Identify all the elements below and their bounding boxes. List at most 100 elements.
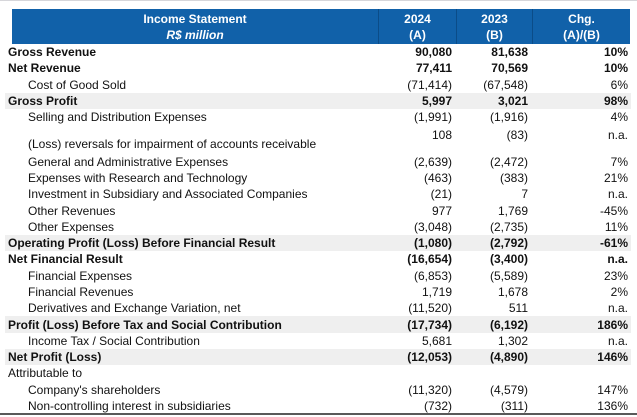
header-column-chg: Chg. (A)/(B) — [532, 9, 630, 44]
table-row: Other Revenues 977 1,769 -45% — [5, 202, 631, 218]
row-label: Derivatives and Exchange Variation, net — [28, 301, 241, 316]
value-chg: 4% — [610, 110, 628, 125]
value-2024: (1,991) — [413, 110, 452, 125]
row-label: Financial Revenues — [28, 285, 134, 299]
value-2024: 1,719 — [421, 285, 452, 299]
row-label: Gross Profit — [8, 94, 78, 109]
value-2023: 511 — [508, 301, 528, 316]
value-2023: 1,769 — [497, 203, 528, 218]
row-label: Company's shareholders — [28, 382, 161, 397]
table-row: (Loss) reversals for impairment of accou… — [5, 125, 631, 153]
row-label: Net Profit (Loss) — [8, 350, 102, 365]
table-header: Income Statement R$ million 2024 (A) 202… — [12, 9, 630, 44]
value-2024: (17,734) — [407, 317, 452, 332]
value-2023: 7 — [521, 187, 528, 202]
value-2024: (2,639) — [413, 154, 452, 169]
value-chg: -45% — [599, 203, 628, 218]
value-2023: (1,916) — [489, 110, 528, 125]
value-2024: 5,681 — [421, 333, 452, 348]
value-2023: (6,192) — [489, 317, 528, 332]
table-row: Attributable to — [5, 365, 631, 381]
value-chg: 11% — [604, 219, 628, 234]
value-2023: (2,735) — [489, 219, 528, 234]
row-label: Other Revenues — [28, 203, 116, 218]
table-row: Profit (Loss) Before Tax and Social Cont… — [5, 316, 631, 333]
value-chg: 147% — [597, 382, 628, 397]
value-chg: n.a. — [607, 252, 628, 267]
value-2023: (311) — [500, 399, 528, 414]
value-2024: 5,997 — [421, 94, 452, 109]
table-row: Selling and Distribution Expenses (1,991… — [5, 109, 631, 125]
value-2024: (11,520) — [408, 301, 452, 316]
value-2024: (6,853) — [413, 268, 452, 283]
table-row: Investment in Subsidiary and Associated … — [5, 186, 631, 202]
row-label: (Loss) reversals for impairment of accou… — [28, 137, 317, 152]
value-chg: 98% — [603, 94, 628, 109]
value-chg: n.a. — [607, 187, 628, 202]
value-2023: 3,021 — [497, 94, 528, 109]
value-2024: (1,080) — [413, 236, 452, 251]
value-2024: (16,654) — [407, 252, 452, 267]
value-2023: (2,792) — [489, 236, 528, 251]
table-body: Gross Revenue 90,080 81,638 10% Net Reve… — [0, 44, 637, 414]
table-row: Gross Profit 5,997 3,021 98% — [5, 92, 631, 110]
table-title: Income Statement — [143, 11, 247, 26]
value-2023: 1,678 — [497, 285, 528, 299]
table-row: Financial Revenues 1,719 1,678 2% — [5, 284, 631, 300]
row-label: Gross Revenue — [8, 45, 97, 60]
value-2024: 90,080 — [415, 45, 452, 60]
table-row: Net Profit (Loss) (12,053) (4,890) 146% — [5, 349, 631, 366]
table-subtitle: R$ million — [166, 27, 224, 42]
row-label: Investment in Subsidiary and Associated … — [28, 187, 308, 202]
table-row: Expenses with Research and Technology (4… — [5, 170, 631, 186]
value-2024: (21) — [430, 187, 452, 202]
value-chg: 10% — [603, 61, 628, 76]
value-2024: (71,414) — [407, 77, 452, 92]
row-label: Net Revenue — [8, 61, 81, 76]
value-2024: (732) — [423, 399, 452, 414]
row-label: Profit (Loss) Before Tax and Social Cont… — [8, 317, 282, 332]
value-chg: n.a. — [607, 301, 628, 316]
row-label: General and Administrative Expenses — [28, 154, 229, 169]
value-2024: 977 — [431, 203, 452, 218]
table-row: Other Expenses (3,048) (2,735) 11% — [5, 219, 631, 235]
bottom-divider — [0, 413, 637, 415]
table-row: General and Administrative Expenses (2,6… — [5, 153, 631, 169]
table-row: Derivatives and Exchange Variation, net … — [5, 300, 631, 316]
value-2023: (4,579) — [489, 382, 528, 397]
header-column-2023: 2023 (B) — [456, 9, 532, 44]
row-label: Operating Profit (Loss) Before Financial… — [8, 236, 276, 251]
value-chg: 23% — [603, 268, 628, 283]
table-row: Operating Profit (Loss) Before Financial… — [5, 234, 631, 252]
row-label: Other Expenses — [28, 219, 115, 234]
value-chg: n.a. — [607, 128, 628, 143]
header-column-2024: 2024 (A) — [378, 9, 456, 44]
top-divider — [0, 0, 637, 1]
value-2024: (463) — [423, 170, 452, 185]
value-chg: -61% — [599, 236, 628, 251]
value-chg: 21% — [603, 170, 628, 185]
column-chg-sub: (A)/(B) — [563, 27, 600, 42]
value-chg: 146% — [597, 350, 628, 365]
row-label: Net Financial Result — [8, 252, 123, 267]
column-chg: Chg. — [568, 11, 595, 26]
row-label: Cost of Good Sold — [28, 77, 127, 92]
value-chg: 186% — [597, 317, 628, 332]
value-chg: 7% — [610, 154, 628, 169]
value-2024: (3,048) — [413, 219, 452, 234]
table-row: Net Financial Result (16,654) (3,400) n.… — [5, 251, 631, 267]
value-2023: 70,569 — [491, 61, 528, 76]
table-row: Income Tax / Social Contribution 5,681 1… — [5, 333, 631, 349]
column-sub-b: (B) — [486, 27, 503, 42]
table-row: Net Revenue 77,411 70,569 10% — [5, 60, 631, 76]
table-row: Gross Revenue 90,080 81,638 10% — [5, 44, 631, 60]
value-2023: (383) — [499, 170, 528, 185]
value-chg: n.a. — [607, 333, 628, 348]
row-label: Expenses with Research and Technology — [28, 170, 248, 185]
row-label: Income Tax / Social Contribution — [28, 333, 200, 348]
value-2023: 1,302 — [497, 333, 528, 348]
table-row: Cost of Good Sold (71,414) (67,548) 6% — [5, 77, 631, 93]
value-2024: (12,053) — [407, 350, 452, 365]
value-chg: 2% — [610, 285, 628, 299]
